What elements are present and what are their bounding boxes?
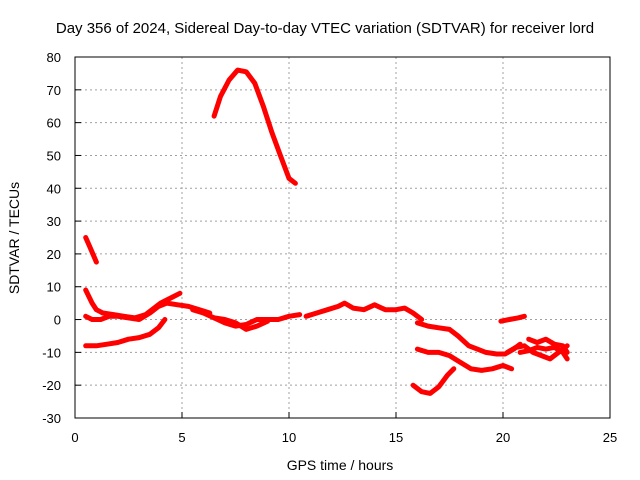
y-tick-label: 40 <box>47 181 61 196</box>
x-axis-label: GPS time / hours <box>287 457 394 473</box>
series-line-s9 <box>414 320 523 357</box>
x-tick-label: 20 <box>496 430 510 445</box>
plot-frame <box>74 56 611 419</box>
y-tick-label: -10 <box>42 345 61 360</box>
x-tick-label: 10 <box>282 430 296 445</box>
series-line-s7 <box>211 315 271 332</box>
y-tick-label: 20 <box>47 247 61 262</box>
x-tick-label: 0 <box>71 430 78 445</box>
y-tick-label: 70 <box>47 83 61 98</box>
x-tick-label: 25 <box>603 430 617 445</box>
series-line-s5 <box>83 317 168 349</box>
chart-title: Day 356 of 2024, Sidereal Day-to-day VTE… <box>56 20 594 37</box>
series-line-s10 <box>414 346 515 373</box>
x-tick-labels: 0 5 10 15 20 25 <box>71 430 617 445</box>
y-tick-label: -20 <box>42 378 61 393</box>
y-tick-label: 30 <box>47 214 61 229</box>
series-line-s15 <box>504 343 570 362</box>
series-layer <box>83 67 570 396</box>
y-tick-labels: -30 -20 -10 0 10 20 30 40 50 60 70 80 <box>42 50 61 426</box>
y-tick-label: 10 <box>47 280 61 295</box>
y-tick-label: 50 <box>47 148 61 163</box>
y-axis-label: SDTVAR / TECUs <box>6 182 22 294</box>
y-tick-label: 0 <box>54 313 61 328</box>
y-tick-label: -30 <box>42 411 61 426</box>
y-tick-label: 80 <box>47 50 61 65</box>
grid-lines <box>74 56 611 419</box>
series-line-s2 <box>211 67 298 186</box>
series-line-s6 <box>190 307 303 329</box>
x-tick-label: 15 <box>389 430 403 445</box>
series-line-s12 <box>498 313 527 324</box>
y-tick-label: 60 <box>47 116 61 131</box>
series-line-s4 <box>83 300 213 322</box>
series-line-s1 <box>83 235 99 265</box>
series-line-s8 <box>303 300 425 322</box>
x-tick-label: 5 <box>178 430 185 445</box>
series-line-s11 <box>410 366 457 396</box>
